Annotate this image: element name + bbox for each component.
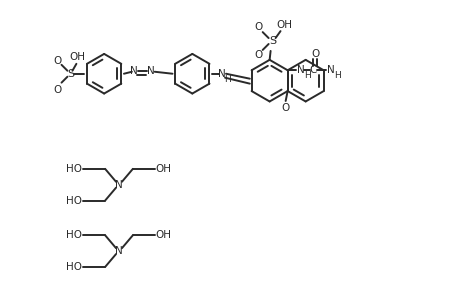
Text: OH: OH (69, 52, 85, 62)
Text: C: C (309, 65, 316, 75)
Text: N: N (130, 66, 137, 76)
Text: H: H (303, 71, 310, 80)
Text: N: N (115, 180, 122, 190)
Text: S: S (67, 69, 74, 79)
Text: HO: HO (66, 262, 82, 272)
Text: N: N (115, 246, 122, 256)
Text: S: S (268, 36, 276, 46)
Text: OH: OH (155, 230, 171, 240)
Text: O: O (311, 49, 319, 59)
Text: N: N (327, 65, 334, 75)
Text: O: O (53, 56, 61, 66)
Text: N: N (217, 69, 225, 79)
Text: O: O (53, 84, 61, 95)
Text: O: O (281, 103, 289, 113)
Text: OH: OH (276, 20, 292, 30)
Text: O: O (254, 50, 262, 60)
Text: N: N (296, 65, 304, 75)
Text: OH: OH (155, 164, 171, 174)
Text: N: N (147, 66, 154, 76)
Text: H: H (333, 71, 340, 80)
Text: HO: HO (66, 196, 82, 206)
Text: HO: HO (66, 164, 82, 174)
Text: O: O (254, 22, 262, 32)
Text: HO: HO (66, 230, 82, 240)
Text: H: H (224, 75, 231, 84)
